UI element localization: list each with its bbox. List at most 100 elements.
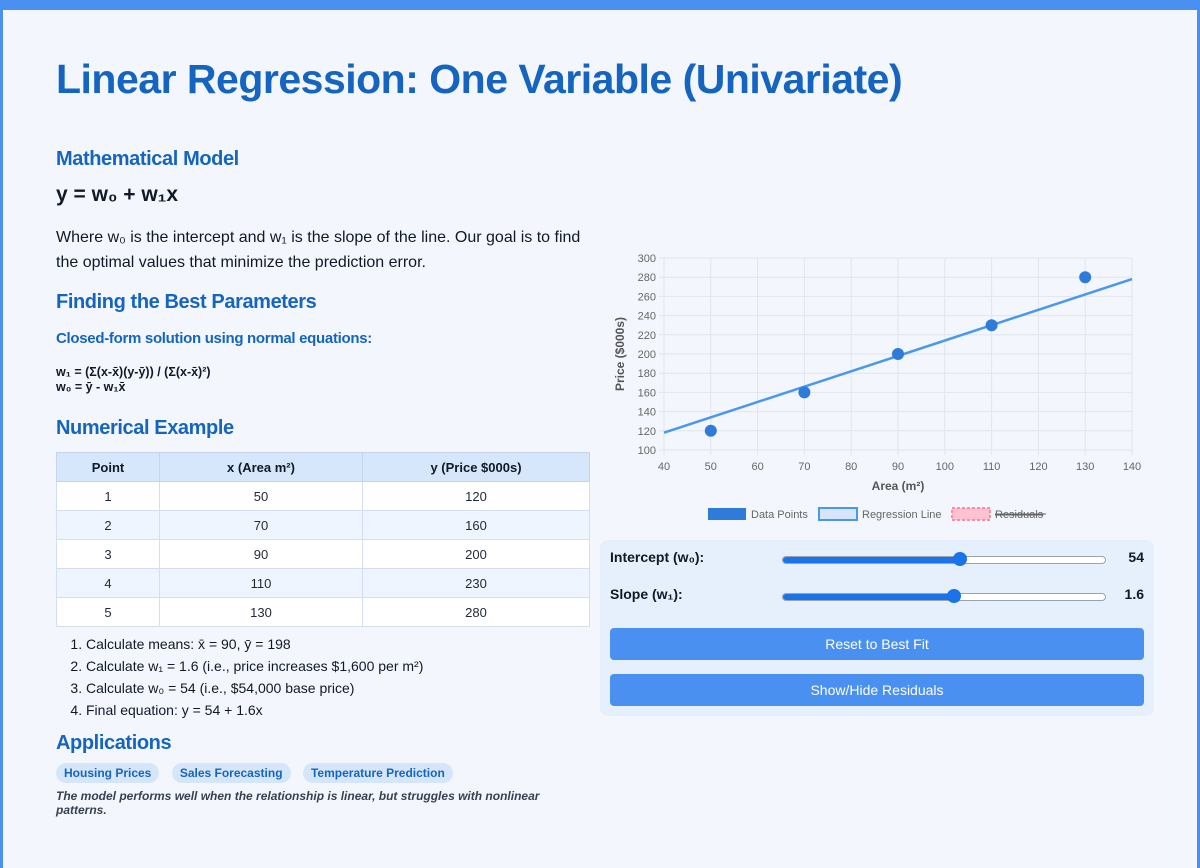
y-tick-label: 200 [638, 349, 656, 361]
table-cell: 230 [362, 568, 590, 598]
page-title: Linear Regression: One Variable (Univari… [56, 56, 903, 102]
table-row: 1 50 120 [56, 481, 590, 511]
intercept-slider-thumb[interactable] [953, 552, 968, 566]
table-cell: 130 [159, 597, 363, 627]
col-y: y (Price $000s) [362, 452, 590, 482]
example-table: Point x (Area m²) y (Price $000s) 1 50 1… [56, 452, 590, 627]
y-tick-label: 180 [638, 368, 656, 380]
x-tick-label: 120 [1029, 461, 1047, 473]
x-tick-label: 80 [845, 461, 857, 473]
legend-label-regression-line: Regression Line [862, 509, 942, 521]
legend-swatch-residuals [951, 507, 991, 521]
y-tick-label: 220 [638, 330, 656, 342]
intercept-slider-fill [783, 557, 961, 563]
x-tick-label: 60 [751, 461, 763, 473]
table-cell: 200 [362, 539, 590, 569]
table-cell: 4 [56, 568, 160, 598]
intercept-value: 54 [1128, 549, 1144, 565]
y-tick-label: 100 [638, 445, 656, 457]
y-tick-label: 140 [638, 407, 656, 419]
legend-swatch-data-points [708, 508, 746, 520]
intercept-slider[interactable] [782, 552, 1106, 566]
slope-slider[interactable] [782, 589, 1106, 603]
table-cell: 70 [159, 510, 363, 540]
controls-panel: Intercept (w₀): 54 Slope (w₁): 1.6 Reset… [600, 540, 1154, 716]
x-tick-label: 140 [1123, 461, 1141, 473]
data-point [1079, 271, 1092, 284]
applications-heading: Applications [56, 732, 172, 754]
regression-chart-svg: 100 120 140 160 180 200 220 240 260 280 300 40 50 60 7… [613, 253, 1141, 521]
y-tick-label: 300 [638, 253, 656, 265]
table-row: 2 70 160 [56, 510, 590, 540]
data-point [704, 424, 717, 437]
table-cell: 120 [362, 481, 590, 511]
model-heading: Mathematical Model [56, 148, 239, 170]
y-axis-label: Price ($000s) [613, 317, 627, 391]
table-row: 5 130 280 [56, 597, 590, 627]
calculation-steps: Calculate means: x̄ = 90, ȳ = 198 Calcul… [56, 633, 596, 721]
y-tick-label: 280 [638, 272, 656, 284]
tag-housing-prices: Housing Prices [56, 763, 160, 783]
tag-temperature-prediction: Temperature Prediction [302, 763, 453, 783]
x-axis-label: Area (m²) [872, 479, 925, 493]
intercept-control: Intercept (w₀): 54 [610, 546, 1144, 570]
regression-chart: 100 120 140 160 180 200 220 240 260 280 300 40 50 60 7… [600, 244, 1160, 530]
table-cell: 2 [56, 510, 160, 540]
slope-slider-fill [783, 594, 954, 600]
slope-value: 1.6 [1124, 586, 1144, 602]
explanation-column: Mathematical Model y = w₀ + w₁x Where w₀… [56, 148, 596, 721]
table-cell: 160 [362, 510, 590, 540]
y-tick-label: 260 [638, 291, 656, 303]
step-item: Calculate w₁ = 1.6 (i.e., price increase… [86, 655, 596, 677]
x-tick-label: 50 [705, 461, 717, 473]
data-point [892, 348, 904, 360]
step-item: Calculate w₀ = 54 (i.e., $54,000 base pr… [86, 677, 596, 699]
x-tick-label: 90 [892, 461, 904, 473]
slope-slider-thumb[interactable] [946, 589, 961, 603]
x-tick-label: 70 [798, 461, 810, 473]
applications-note: The model performs well when the relatio… [56, 789, 540, 817]
col-x: x (Area m²) [159, 452, 363, 482]
legend-swatch-regression-line [818, 507, 858, 521]
intercept-equation: w₀ = ȳ - w₁x̄ [56, 380, 126, 394]
y-tick-label: 160 [638, 387, 656, 399]
data-point [798, 386, 811, 399]
table-row: 4 110 230 [56, 568, 590, 598]
left-accent-bar [0, 0, 3, 868]
y-tick-label: 120 [638, 426, 656, 438]
col-point: Point [56, 452, 160, 482]
slope-label: Slope (w₁): [610, 586, 683, 602]
y-tick-label: 240 [638, 311, 656, 323]
model-formula: y = w₀ + w₁x [56, 183, 179, 206]
toggle-residuals-button[interactable]: Show/Hide Residuals [610, 674, 1144, 706]
x-tick-label: 40 [658, 461, 670, 473]
params-heading: Finding the Best Parameters [56, 291, 317, 313]
table-cell: 3 [56, 539, 160, 569]
table-cell: 50 [159, 481, 363, 511]
table-cell: 5 [56, 597, 160, 627]
params-subheading: Closed-form solution using normal equati… [56, 330, 372, 347]
reset-button[interactable]: Reset to Best Fit [610, 628, 1144, 660]
data-point [985, 319, 998, 332]
table-row: 3 90 200 [56, 539, 590, 569]
slope-equation: w₁ = (Σ(x-x̄)(y-ȳ)) / (Σ(x-x̄)²) [56, 365, 211, 379]
right-accent-bar [1197, 0, 1200, 868]
x-tick-label: 110 [983, 461, 1001, 473]
model-description: Where w₀ is the intercept and w₁ is the … [56, 229, 581, 271]
table-cell: 110 [159, 568, 363, 598]
example-heading: Numerical Example [56, 417, 234, 439]
step-item: Calculate means: x̄ = 90, ȳ = 198 [86, 633, 596, 655]
x-tick-label: 100 [936, 461, 954, 473]
tag-sales-forecasting: Sales Forecasting [171, 763, 291, 783]
legend-label-residuals: Residuals [995, 509, 1044, 521]
application-tags: Housing Prices Sales Forecasting Tempera… [56, 763, 576, 783]
table-cell: 280 [362, 597, 590, 627]
step-item: Final equation: y = 54 + 1.6x [86, 699, 596, 721]
intercept-label: Intercept (w₀): [610, 549, 705, 565]
x-tick-label: 130 [1076, 461, 1094, 473]
table-header-row: Point x (Area m²) y (Price $000s) [56, 452, 590, 482]
legend-label-data-points: Data Points [751, 509, 808, 521]
applications-section: Applications Housing Prices Sales Foreca… [56, 732, 576, 817]
table-cell: 1 [56, 481, 160, 511]
top-accent-bar [0, 0, 1200, 10]
